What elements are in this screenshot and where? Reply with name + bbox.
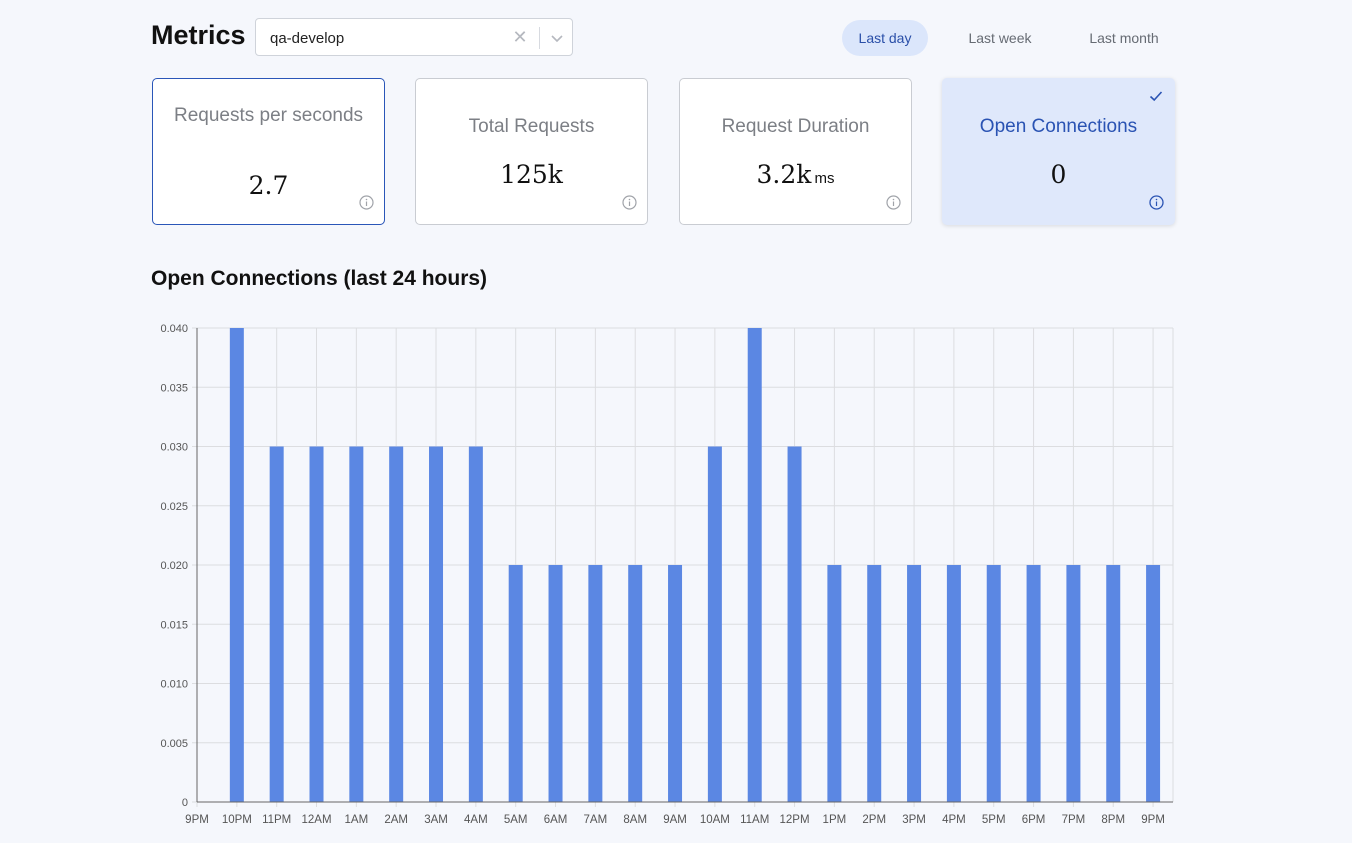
x-tick-label: 3AM	[424, 814, 448, 826]
x-tick-label: 8AM	[623, 814, 647, 826]
x-tick-label: 9PM	[185, 814, 209, 826]
x-tick-label: 5AM	[504, 814, 528, 826]
y-tick-label: 0.030	[160, 442, 188, 454]
chart-bar	[787, 446, 802, 802]
x-tick-label: 2PM	[862, 814, 886, 826]
metric-card-value: 0	[1050, 160, 1067, 189]
x-tick-label: 1AM	[345, 814, 369, 826]
x-tick-label: 2AM	[384, 814, 408, 826]
x-tick-label: 6PM	[1022, 814, 1046, 826]
chart-bar	[508, 565, 523, 802]
x-tick-label: 11AM	[740, 814, 769, 826]
chart-bar	[389, 446, 404, 802]
range-last-week-button[interactable]: Last week	[955, 20, 1045, 56]
environment-select[interactable]: qa-develop ✕	[255, 18, 573, 56]
x-tick-label: 12PM	[780, 814, 810, 826]
y-tick-label: 0.035	[160, 382, 188, 394]
chevron-down-icon[interactable]	[547, 28, 567, 48]
metric-card-total-requests[interactable]: Total Requests 125k	[415, 78, 648, 225]
chart-bar	[269, 446, 284, 802]
x-tick-label: 7PM	[1062, 814, 1086, 826]
metric-card-requests-per-second[interactable]: Requests per seconds 2.7	[152, 78, 385, 225]
metric-card-label: Open Connections	[979, 116, 1138, 137]
chart-bar	[1066, 565, 1081, 802]
y-tick-label: 0.020	[160, 560, 188, 572]
info-icon[interactable]	[359, 195, 374, 210]
chart-bar	[707, 446, 722, 802]
range-last-day-button[interactable]: Last day	[842, 20, 928, 56]
x-tick-label: 1PM	[823, 814, 847, 826]
info-icon[interactable]	[622, 195, 637, 210]
chart-bar	[986, 565, 1001, 802]
x-tick-label: 3PM	[902, 814, 926, 826]
x-tick-label: 6AM	[544, 814, 568, 826]
metric-card-request-duration[interactable]: Request Duration 3.2k ms	[679, 78, 912, 225]
x-tick-label: 5PM	[982, 814, 1006, 826]
chart-bar	[827, 565, 842, 802]
environment-select-value: qa-develop	[270, 30, 345, 47]
x-tick-label: 9AM	[663, 814, 687, 826]
chart-bar	[309, 446, 324, 802]
chart-bar	[468, 446, 483, 802]
metric-card-open-connections[interactable]: Open Connections 0	[942, 78, 1175, 225]
chart-bar	[628, 565, 643, 802]
x-tick-label: 8PM	[1101, 814, 1125, 826]
close-icon[interactable]: ✕	[512, 27, 528, 47]
x-tick-label: 10PM	[222, 814, 252, 826]
metric-card-unit: ms	[814, 170, 835, 187]
x-tick-label: 10AM	[700, 814, 730, 826]
chart-bar	[867, 565, 882, 802]
chart-bar	[1106, 565, 1121, 802]
y-tick-label: 0.010	[160, 679, 188, 691]
metric-card-value: 125k	[500, 160, 563, 189]
check-icon	[1148, 88, 1164, 104]
chart-bar	[668, 565, 683, 802]
x-tick-label: 12AM	[301, 814, 331, 826]
y-tick-label: 0.040	[160, 323, 188, 335]
chart-bar	[429, 446, 444, 802]
x-tick-label: 7AM	[584, 814, 608, 826]
metric-card-value: 2.7	[248, 171, 289, 200]
metric-card-label: Requests per seconds	[173, 105, 364, 126]
chart-bar	[907, 565, 922, 802]
chart-bar	[588, 565, 603, 802]
page-title: Metrics	[151, 20, 246, 50]
y-tick-label: 0.025	[160, 501, 188, 513]
chart-bar	[229, 328, 244, 802]
metric-card-label: Total Requests	[468, 116, 595, 137]
y-tick-label: 0	[182, 797, 188, 809]
y-tick-label: 0.005	[160, 738, 188, 750]
select-separator	[539, 27, 540, 49]
x-tick-label: 4PM	[942, 814, 966, 826]
x-tick-label: 4AM	[464, 814, 488, 826]
x-tick-label: 11PM	[262, 814, 291, 826]
chart-bar	[1026, 565, 1041, 802]
chart-title: Open Connections (last 24 hours)	[151, 267, 488, 290]
chart-bar	[349, 446, 364, 802]
metric-card-label: Request Duration	[721, 116, 870, 137]
metric-card-value: 3.2k ms	[756, 160, 835, 189]
chart-bar	[548, 565, 563, 802]
x-tick-label: 9PM	[1141, 814, 1165, 826]
chart-bar	[946, 565, 961, 802]
y-tick-label: 0.015	[160, 619, 188, 631]
info-icon[interactable]	[1149, 195, 1164, 210]
range-last-month-button[interactable]: Last month	[1076, 20, 1172, 56]
info-icon[interactable]	[886, 195, 901, 210]
chart-bar	[1146, 565, 1161, 802]
chart-bar	[747, 328, 762, 802]
